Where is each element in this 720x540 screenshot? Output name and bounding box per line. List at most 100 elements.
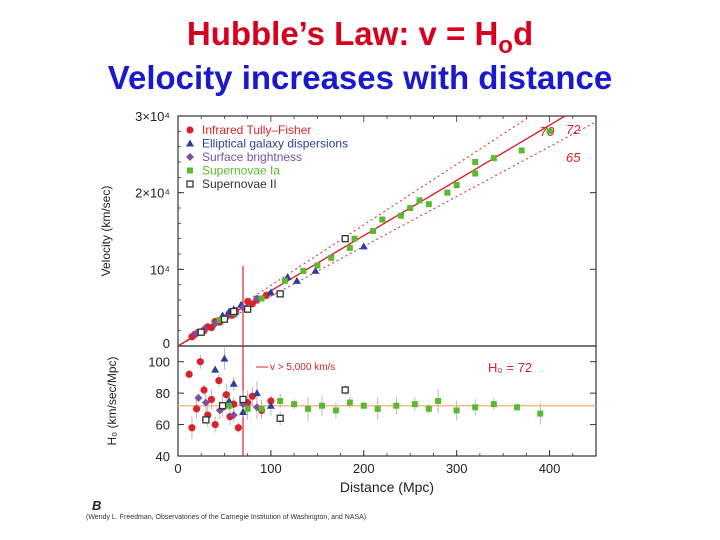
bottom-point-supernovae-ia [472,404,479,411]
bottom-point-infrared-tully-fisher [207,395,216,404]
bottom-point-surface-brightness [229,411,238,420]
top-point-supernovae-ia [370,228,377,234]
legend-label-supernovae-ia: Supernovae Ia [202,164,280,178]
bottom-point-supernovae-ia [277,398,284,404]
bottom-point-supernovae-ia [305,405,312,412]
bottom-point-supernovae-ia [332,407,339,414]
top-point-supernovae-ia [453,182,460,188]
bottom-point-elliptical-galaxy-dispersions [229,379,238,387]
figure-credit: (Wendy L. Freedman, Observatories of the… [86,514,367,521]
hubble-line-label-72: 72 [566,122,581,137]
bottom-point-supernovae-ia [318,402,325,409]
bottom-point-infrared-tully-fisher [234,424,242,432]
top-point-supernovae-ii [276,290,284,298]
velocity-cutoff-annotation: v > 5,000 km/s [270,362,335,373]
top-point-supernovae-ia [281,277,288,284]
bottom-point-surface-brightness [252,403,261,412]
top-point-elliptical-galaxy-dispersions [266,288,275,296]
bottom-point-supernovae-ii [218,402,227,410]
slide-title: Hubble’s Law: v = Hod [0,14,720,66]
legend-label-elliptical-galaxy-dispersions: Elliptical galaxy dispersions [202,137,348,151]
top-point-supernovae-ia [472,159,479,165]
legend-marker-infrared-tully-fisher [186,126,194,134]
top-point-supernovae-ii [197,328,205,336]
legend-marker-surface-brightness [186,153,194,161]
bottom-point-elliptical-galaxy-dispersions [211,365,220,373]
bottom-point-elliptical-galaxy-dispersions [225,397,234,404]
bottom-y-tick-label: 60 [156,418,170,433]
bottom-point-supernovae-ii [276,414,284,422]
bottom-point-infrared-tully-fisher [200,386,208,394]
bottom-point-supernovae-ia [537,410,544,417]
bottom-point-supernovae-ia [411,401,418,408]
legend-marker-elliptical-galaxy-dispersions [186,139,194,147]
bottom-point-supernovae-ii [239,395,247,404]
bottom-point-infrared-tully-fisher [215,376,223,385]
title-end: d [512,15,534,52]
bottom-point-elliptical-galaxy-dispersions [252,389,261,397]
top-point-supernovae-ii [220,315,229,323]
bottom-point-supernovae-ia [393,402,400,409]
bottom-point-infrared-tully-fisher [192,405,201,413]
bottom-point-supernovae-ia [244,405,251,412]
bottom-y-axis-label: H₀ (km/sec/Mpc) [105,357,119,446]
top-point-elliptical-galaxy-dispersions [359,242,368,250]
panel-letter: B [92,498,102,513]
top-point-supernovae-ia [314,262,321,269]
top-point-supernovae-ia [300,267,307,274]
hubble-line-79 [178,116,532,346]
top-point-supernovae-ia [216,316,223,323]
bottom-point-elliptical-galaxy-dispersions [266,401,275,409]
legend-marker-supernovae-ia [187,167,193,174]
bottom-point-supernovae-ia [346,399,353,406]
bottom-x-tick-label: 100 [260,461,282,476]
bottom-point-supernovae-ia [425,405,432,412]
bottom-point-supernovae-ia [258,405,265,412]
bottom-point-supernovae-ia [490,401,497,408]
bottom-point-surface-brightness [201,398,210,407]
h0-annotation: H₀ = 72 [488,360,532,375]
top-point-supernovae-ia [328,254,335,261]
bottom-y-tick-label: 100 [148,355,170,370]
bottom-point-supernovae-ia [291,401,298,408]
bottom-point-infrared-tully-fisher [185,370,193,378]
bottom-point-supernovae-ia [514,404,521,411]
bottom-x-tick-label: 400 [539,461,561,476]
bottom-point-supernovae-ia [374,405,381,412]
bottom-point-supernovae-ia [360,402,367,409]
hubble-line-65 [178,121,596,346]
bottom-point-infrared-tully-fisher [267,397,275,405]
x-axis-label: Distance (Mpc) [340,479,434,495]
bottom-point-infrared-tully-fisher [196,358,204,366]
top-point-supernovae-ia [472,170,479,177]
top-point-supernovae-ii [244,305,252,313]
top-point-supernovae-ia [518,147,525,154]
bottom-y-tick-label: 40 [156,449,170,464]
top-y-tick-label: 0 [163,336,170,351]
top-point-supernovae-ia [397,212,404,219]
legend-label-surface-brightness: Surface brightness [202,150,302,164]
top-point-supernovae-ia [546,128,553,135]
bottom-x-tick-label: 0 [174,461,181,476]
title-main: Hubble’s Law: v = H [186,15,499,52]
bottom-x-tick-label: 300 [446,461,468,476]
bottom-point-elliptical-galaxy-dispersions [239,408,248,415]
top-point-supernovae-ia [379,216,386,223]
bottom-point-elliptical-galaxy-dispersions [220,354,229,362]
top-point-supernovae-ia [351,235,358,242]
top-y-tick-label: 3×10⁴ [135,109,170,124]
bottom-y-tick-label: 80 [156,386,170,401]
top-point-supernovae-ia [258,295,265,302]
top-point-supernovae-ii [230,307,238,316]
bottom-x-tick-label: 200 [353,461,375,476]
title-subscript: o [498,32,513,59]
bottom-point-supernovae-ia [435,398,442,404]
top-point-supernovae-ia [490,155,497,162]
bottom-point-infrared-tully-fisher [222,391,230,399]
top-y-tick-label: 2×10⁴ [135,186,170,201]
top-point-supernovae-ii [341,235,349,243]
legend-label-supernovae-ii: Supernovae II [202,177,277,191]
bottom-point-supernovae-ii [341,386,349,394]
top-point-elliptical-galaxy-dispersions [292,276,301,284]
